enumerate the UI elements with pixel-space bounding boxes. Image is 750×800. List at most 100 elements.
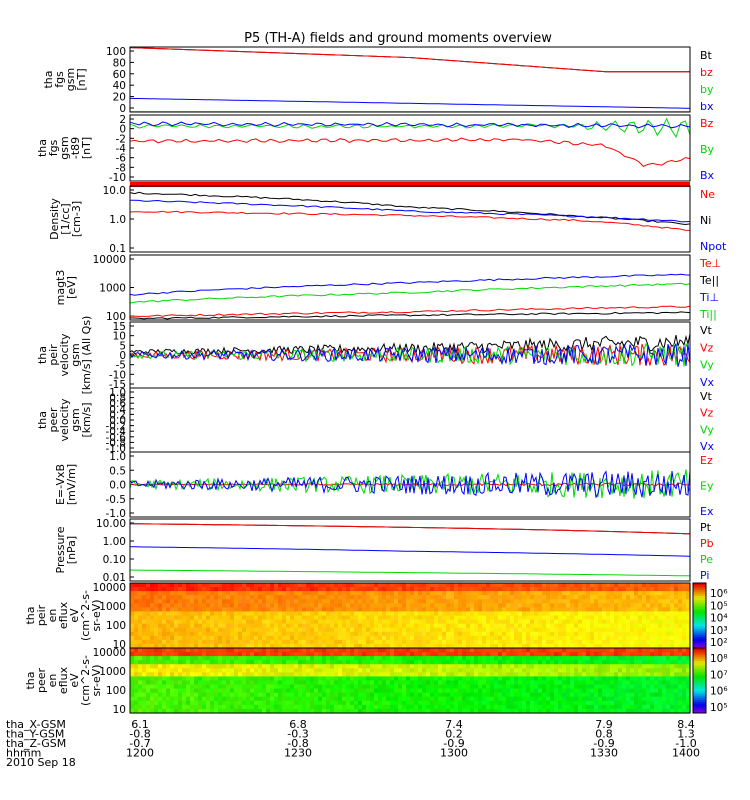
heatmap-cell [266, 599, 271, 604]
heatmap-cell [134, 599, 139, 604]
heatmap-cell [610, 652, 615, 657]
heatmap-cell [250, 611, 255, 617]
heatmap-cell [442, 656, 447, 661]
heatmap-cell [254, 631, 259, 637]
series-line-Ti [129, 273, 691, 296]
heatmap-cell [214, 680, 219, 686]
heatmap-cell [474, 635, 479, 641]
heatmap-cell [310, 619, 315, 625]
heatmap-cell [338, 603, 343, 608]
colorbar-cell [693, 600, 706, 603]
heatmap-cell [278, 595, 283, 600]
heatmap-cell [418, 652, 423, 657]
heatmap-cell [278, 684, 283, 690]
heatmap-cell [254, 684, 259, 690]
heatmap-cell [622, 611, 627, 617]
heatmap-cell [658, 680, 663, 686]
heatmap-cell [482, 660, 487, 665]
heatmap-cell [278, 664, 283, 669]
legend-by: by [700, 83, 714, 96]
heatmap-cell [282, 660, 287, 665]
heatmap-cell [218, 708, 223, 714]
heatmap-cell [186, 680, 191, 686]
heatmap-cell [570, 700, 575, 706]
heatmap-cell [274, 656, 279, 661]
heatmap-cell [194, 652, 199, 657]
heatmap-cell [206, 639, 211, 645]
heatmap-cell [590, 603, 595, 608]
heatmap-cell [350, 660, 355, 665]
heatmap-cell [558, 631, 563, 637]
heatmap-cell [378, 656, 383, 661]
ytick-label: 1.0 [109, 387, 126, 399]
heatmap-cell [198, 639, 203, 645]
heatmap-cell [670, 692, 675, 698]
heatmap-cell [686, 652, 691, 657]
heatmap-cell [606, 684, 611, 690]
heatmap-cell [310, 595, 315, 600]
heatmap-cell [174, 631, 179, 637]
heatmap-cell [298, 623, 303, 629]
heatmap-cell [510, 607, 515, 613]
heatmap-cell [390, 595, 395, 600]
heatmap-cell [446, 627, 451, 633]
heatmap-cell [238, 627, 243, 633]
series-line-Pe [129, 569, 691, 577]
heatmap-cell [506, 599, 511, 604]
heatmap-cell [402, 587, 407, 592]
heatmap-cell [462, 611, 467, 617]
heatmap-cell [454, 656, 459, 661]
heatmap-cell [194, 631, 199, 637]
heatmap-cell [306, 688, 311, 694]
xaxis-value: -0.8 [129, 728, 150, 741]
heatmap-cell [346, 583, 351, 588]
heatmap-cell [234, 599, 239, 604]
heatmap-cell [534, 639, 539, 645]
xaxis-value: 7.4 [445, 718, 463, 731]
heatmap-cell [470, 639, 475, 645]
heatmap-cell [502, 603, 507, 608]
heatmap-cell [294, 708, 299, 714]
heatmap-cell [538, 611, 543, 617]
heatmap-cell [290, 660, 295, 665]
heatmap-cell [194, 692, 199, 698]
heatmap-cell [358, 627, 363, 633]
heatmap-cell [686, 672, 691, 678]
heatmap-cell [530, 648, 535, 653]
heatmap-cell [278, 631, 283, 637]
heatmap-cell [278, 648, 283, 653]
heatmap-cell [346, 660, 351, 665]
heatmap-cell [214, 591, 219, 596]
heatmap-cell [674, 676, 679, 682]
heatmap-cell [378, 615, 383, 621]
heatmap-cell [630, 676, 635, 682]
heatmap-cell [282, 583, 287, 588]
heatmap-cell [274, 599, 279, 604]
heatmap-cell [514, 611, 519, 617]
heatmap-cell [650, 623, 655, 629]
heatmap-cell [450, 684, 455, 690]
heatmap-cell [422, 676, 427, 682]
heatmap-cell [134, 688, 139, 694]
heatmap-cell [154, 668, 159, 673]
heatmap-cell [174, 591, 179, 596]
heatmap-cell [542, 700, 547, 706]
heatmap-cell [554, 648, 559, 653]
heatmap-cell [234, 680, 239, 686]
heatmap-cell [394, 656, 399, 661]
heatmap-cell [250, 688, 255, 694]
heatmap-cell [362, 676, 367, 682]
heatmap-cell [558, 583, 563, 588]
heatmap-cell [506, 668, 511, 673]
heatmap-cell [366, 595, 371, 600]
heatmap-cell [622, 656, 627, 661]
heatmap-cell [314, 704, 319, 710]
heatmap-cell [398, 607, 403, 613]
heatmap-cell [138, 648, 143, 653]
heatmap-cell [562, 708, 567, 714]
heatmap-cell [218, 603, 223, 608]
heatmap-cell [450, 696, 455, 702]
heatmap-cell [594, 619, 599, 625]
heatmap-cell [674, 664, 679, 669]
heatmap-cell [314, 680, 319, 686]
